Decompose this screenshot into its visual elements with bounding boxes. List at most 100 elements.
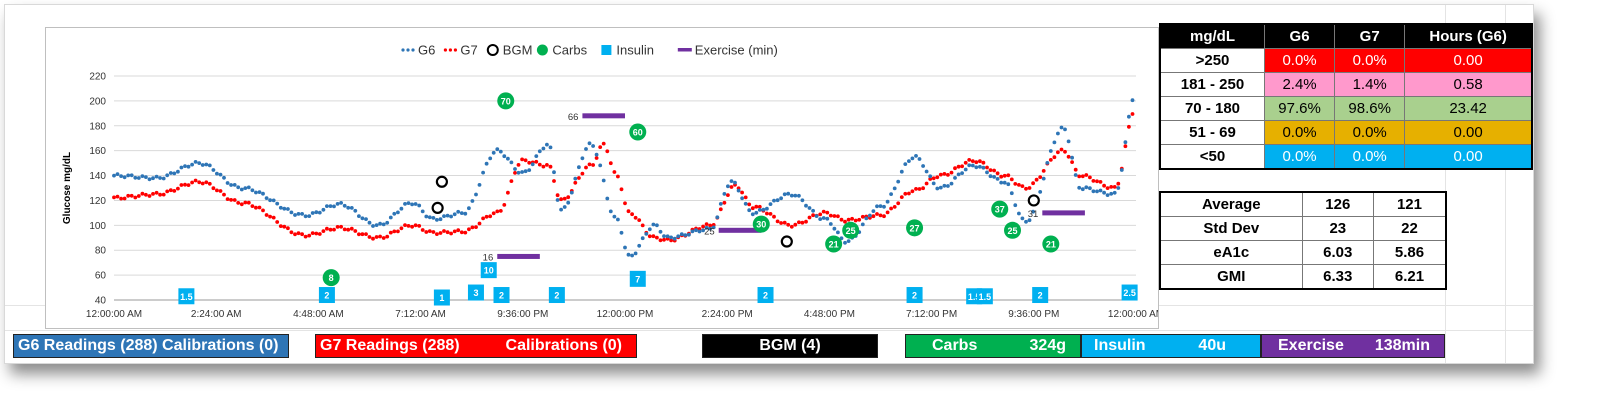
g6-point bbox=[168, 171, 173, 175]
carbs-label: 37 bbox=[995, 205, 1005, 215]
g7-point bbox=[584, 165, 588, 170]
g6-point bbox=[122, 175, 127, 180]
g7-point bbox=[978, 159, 982, 164]
g6-point bbox=[935, 186, 940, 191]
insulin-marker bbox=[493, 287, 510, 304]
g6-point bbox=[626, 252, 631, 257]
g6-point bbox=[303, 214, 308, 219]
g6-point bbox=[548, 145, 553, 150]
g6-point bbox=[875, 204, 879, 209]
g7-point bbox=[718, 207, 723, 212]
g7-point bbox=[442, 229, 446, 233]
g6-point bbox=[537, 149, 542, 154]
g6-point bbox=[1080, 187, 1085, 192]
g7-point bbox=[623, 201, 627, 206]
g6-point bbox=[396, 210, 400, 215]
g6-legend-marker bbox=[411, 48, 415, 52]
g6-point bbox=[995, 177, 1000, 181]
g7-point bbox=[1024, 186, 1028, 191]
g6-point bbox=[289, 210, 294, 215]
g7-point bbox=[1095, 179, 1099, 184]
g7-point bbox=[871, 214, 876, 219]
g6-point bbox=[658, 229, 663, 234]
g7-point bbox=[1006, 173, 1011, 178]
g7-point bbox=[321, 229, 326, 234]
insulin-marker bbox=[178, 288, 195, 305]
summary-g7: 22 bbox=[1372, 216, 1447, 241]
insulin-label: 7 bbox=[635, 274, 640, 284]
x-tick-label: 12:00:00 PM bbox=[597, 309, 654, 320]
g6-point bbox=[406, 201, 411, 206]
g7-point bbox=[779, 221, 783, 225]
g6-point bbox=[992, 175, 996, 179]
g6-point bbox=[836, 230, 840, 235]
g7-point bbox=[885, 210, 890, 215]
g7-point bbox=[172, 189, 177, 193]
g6-point bbox=[814, 214, 819, 219]
g7-point bbox=[587, 162, 592, 167]
g7-point bbox=[825, 210, 830, 215]
insulin-label: 2 bbox=[554, 291, 559, 301]
g7-point bbox=[548, 164, 553, 169]
g6-point bbox=[750, 212, 755, 217]
g6-point bbox=[896, 179, 901, 184]
g7-point bbox=[970, 159, 975, 164]
g6-point bbox=[1024, 219, 1028, 224]
g6-point bbox=[733, 180, 737, 185]
g7-point bbox=[413, 223, 418, 228]
g7-point bbox=[797, 220, 801, 225]
g6-point bbox=[1116, 186, 1121, 190]
range-g6: 97.6% bbox=[1263, 96, 1336, 121]
summary-row-stddev: Std Dev 23 22 bbox=[1159, 216, 1447, 241]
y-tick-label: 140 bbox=[89, 171, 106, 182]
g7-point bbox=[1073, 167, 1078, 172]
g7-point bbox=[956, 164, 961, 169]
g6-point bbox=[254, 190, 258, 195]
g7-point bbox=[477, 221, 482, 226]
g6-point bbox=[378, 221, 382, 226]
y-tick-label: 60 bbox=[95, 271, 107, 282]
g7-point bbox=[985, 165, 989, 170]
g7-point bbox=[200, 181, 205, 186]
g7-point bbox=[992, 168, 996, 173]
spreadsheet: 220 200 180 160 140 120 100 80 60 40 12:00:00 AM 2:… bbox=[4, 4, 1534, 364]
g6-point bbox=[452, 212, 457, 217]
g7-point bbox=[1013, 182, 1018, 186]
y-tick-label: 40 bbox=[95, 296, 107, 307]
glucose-chart[interactable]: 220 200 180 160 140 120 100 80 60 40 12:00:00 AM 2:… bbox=[45, 27, 1164, 329]
g7-point bbox=[917, 187, 922, 191]
g6-point bbox=[158, 176, 162, 180]
g6-point bbox=[694, 228, 698, 233]
g7-point bbox=[935, 175, 940, 180]
g7-point bbox=[924, 181, 929, 186]
g6-point bbox=[225, 181, 230, 185]
summary-label: eA1c bbox=[1159, 240, 1303, 265]
g7-point bbox=[410, 224, 414, 229]
g7-point bbox=[161, 192, 166, 197]
g6-point bbox=[250, 188, 255, 193]
g6-point bbox=[978, 164, 982, 169]
exercise-legend-marker bbox=[677, 48, 692, 52]
g7-point bbox=[307, 233, 312, 238]
x-tick-label: 4:48:00 AM bbox=[293, 309, 344, 320]
g6-point bbox=[907, 159, 911, 164]
g6-point bbox=[513, 167, 517, 171]
g6-point bbox=[690, 229, 695, 234]
g7-point bbox=[605, 149, 610, 154]
g7-point bbox=[612, 170, 617, 174]
g7-point bbox=[385, 234, 390, 239]
g7-point bbox=[424, 230, 429, 234]
g6-point bbox=[293, 213, 297, 217]
g7-point bbox=[800, 220, 805, 225]
g7-point bbox=[580, 171, 585, 176]
g6-point bbox=[523, 169, 528, 174]
g6-point bbox=[878, 204, 883, 209]
cell-gridline bbox=[1505, 5, 1506, 363]
g7-point bbox=[910, 189, 915, 194]
carbs-label: 21 bbox=[1046, 240, 1056, 250]
range-label: 181 - 250 bbox=[1159, 72, 1265, 97]
g7-point bbox=[750, 206, 755, 211]
g7-point bbox=[541, 164, 546, 169]
g6-point bbox=[417, 203, 422, 208]
g7-point bbox=[275, 220, 280, 224]
